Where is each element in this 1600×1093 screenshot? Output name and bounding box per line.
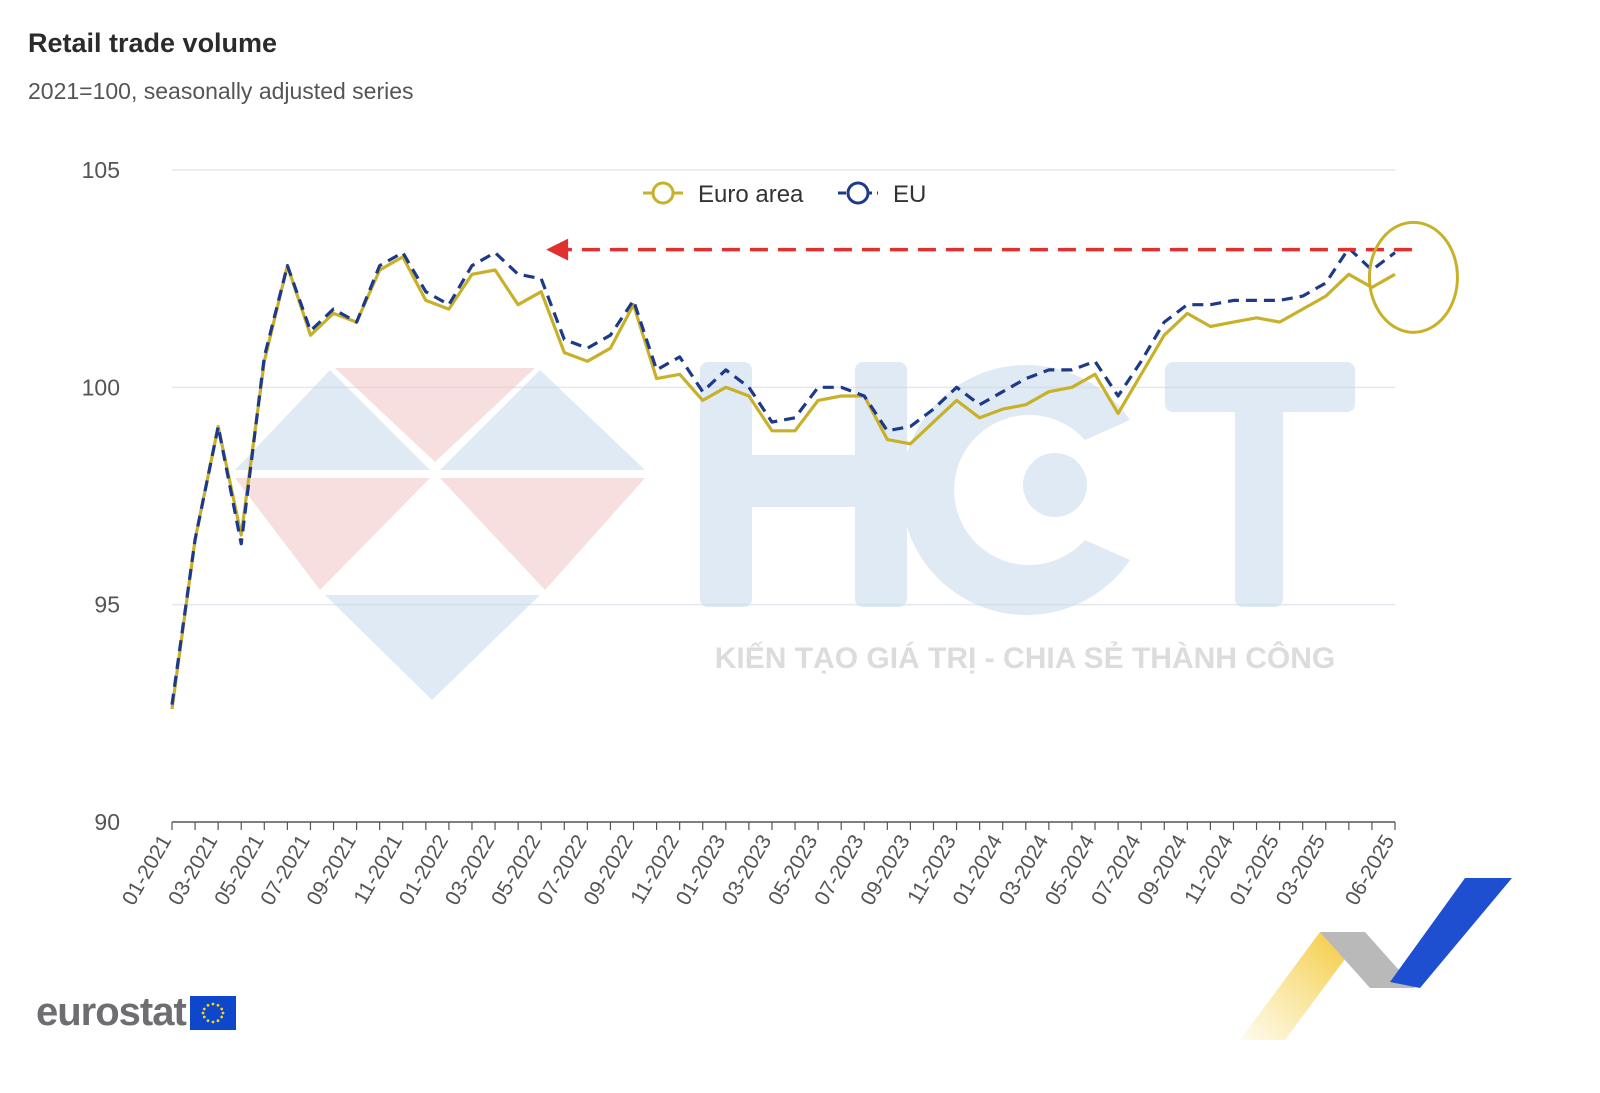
- annotation-arrowhead: [546, 238, 569, 261]
- ribbon-yellow: [1240, 932, 1365, 1040]
- watermark-c-dot: [1023, 453, 1087, 517]
- y-axis: 90 95 100 105: [82, 157, 120, 835]
- annotations: [546, 220, 1459, 334]
- legend-swatch-marker: [651, 181, 675, 205]
- x-axis: 01-202103-202105-202107-202109-202111-20…: [118, 821, 1399, 909]
- watermark-diamond-top-left: [235, 370, 430, 470]
- legend-label: EU: [893, 181, 926, 208]
- watermark-h-right: [855, 362, 907, 607]
- watermark-diamond-top-right: [440, 370, 645, 470]
- watermark-diamond-mid-left: [235, 478, 430, 590]
- ribbon-grey: [1320, 932, 1415, 988]
- chart-subtitle: 2021=100, seasonally adjusted series: [28, 78, 414, 104]
- watermark-diamond-bottom: [325, 595, 540, 700]
- chart-title: Retail trade volume: [28, 28, 278, 58]
- y-tick-label: 105: [82, 157, 120, 183]
- watermark-tagline: KIẾN TẠO GIÁ TRỊ - CHIA SẺ THÀNH CÔNG: [715, 641, 1336, 675]
- legend-swatch-marker: [846, 181, 870, 205]
- y-tick-label: 100: [82, 374, 120, 400]
- eu-flag-icon: [189, 995, 236, 1030]
- legend-label: Euro area: [698, 181, 804, 208]
- brand-ribbon-logo: [1240, 878, 1512, 1040]
- series-line-euro-area: [170, 255, 1396, 710]
- watermark-diamond-top-mid: [335, 368, 535, 462]
- y-tick-label: 95: [94, 592, 120, 618]
- legend: Euro area EU: [643, 181, 926, 208]
- annotation-circle: [1367, 220, 1459, 334]
- watermark-t-stem: [1235, 362, 1283, 607]
- watermark-diamond-mid-right: [440, 478, 645, 590]
- watermark-c: [901, 365, 1130, 615]
- hct-watermark: [235, 362, 1355, 700]
- series-lines: [170, 246, 1396, 710]
- eurostat-logo-text: eurostat: [36, 990, 187, 1034]
- ribbon-blue: [1390, 878, 1512, 988]
- eurostat-logo: eurostat: [36, 990, 236, 1035]
- y-tick-label: 90: [94, 809, 120, 835]
